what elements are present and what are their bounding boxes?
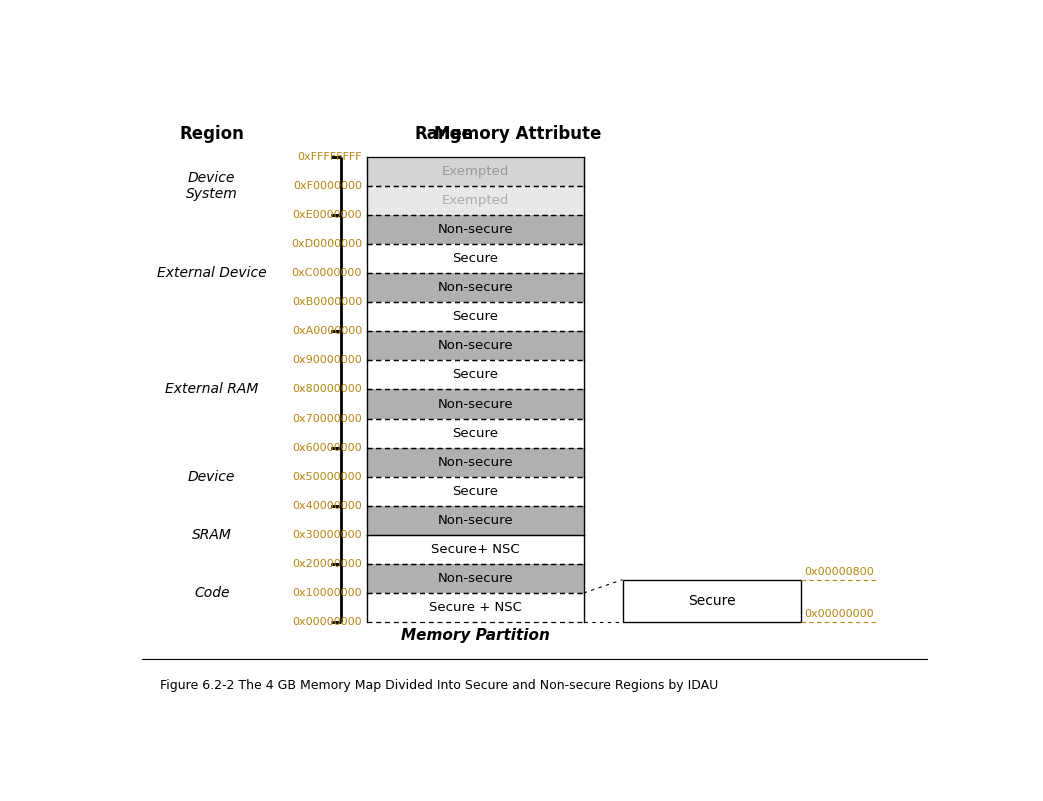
Text: Secure+ NSC: Secure+ NSC — [431, 543, 519, 556]
Text: 0x60000000: 0x60000000 — [292, 443, 362, 453]
Text: SRAM: SRAM — [192, 528, 232, 541]
Text: Secure + NSC: Secure + NSC — [429, 601, 522, 614]
Text: Device
System: Device System — [186, 171, 238, 201]
Text: 0x30000000: 0x30000000 — [292, 529, 362, 540]
Bar — [367, 535, 584, 564]
Bar — [367, 332, 584, 360]
Bar — [367, 157, 584, 186]
Text: Exempted: Exempted — [441, 165, 509, 178]
Text: Secure: Secure — [687, 594, 735, 608]
Text: Secure: Secure — [453, 485, 499, 497]
Text: 0x90000000: 0x90000000 — [292, 356, 362, 365]
Text: External RAM: External RAM — [165, 383, 259, 396]
Bar — [367, 302, 584, 332]
Text: 0xFFFFFFFF: 0xFFFFFFFF — [297, 152, 362, 162]
Bar — [367, 593, 584, 622]
Text: Memory Attribute: Memory Attribute — [434, 125, 602, 143]
Text: Region: Region — [179, 125, 244, 143]
Text: 0x00000800: 0x00000800 — [804, 566, 874, 577]
Text: Range: Range — [415, 125, 474, 143]
Text: 0x50000000: 0x50000000 — [292, 472, 362, 481]
Bar — [367, 360, 584, 389]
Text: 0x00000000: 0x00000000 — [804, 609, 874, 619]
Bar — [367, 389, 584, 419]
Bar — [367, 564, 584, 593]
Text: Secure: Secure — [453, 252, 499, 265]
Text: Code: Code — [194, 586, 229, 600]
Bar — [623, 580, 801, 622]
Bar — [367, 419, 584, 448]
Text: Non-secure: Non-secure — [437, 456, 513, 469]
Text: Non-secure: Non-secure — [437, 397, 513, 411]
Bar — [367, 215, 584, 244]
Text: Non-secure: Non-secure — [437, 340, 513, 352]
Text: Secure: Secure — [453, 368, 499, 381]
Bar — [367, 477, 584, 505]
Text: Secure: Secure — [453, 427, 499, 440]
Text: Secure: Secure — [453, 310, 499, 324]
Bar — [367, 505, 584, 535]
Text: Non-secure: Non-secure — [437, 281, 513, 294]
Text: 0xA0000000: 0xA0000000 — [292, 326, 362, 336]
Bar — [367, 244, 584, 273]
Text: Exempted: Exempted — [441, 194, 509, 207]
Text: External Device: External Device — [156, 266, 267, 280]
Text: 0xB0000000: 0xB0000000 — [292, 297, 362, 308]
Text: 0x20000000: 0x20000000 — [292, 559, 362, 569]
Text: Non-secure: Non-secure — [437, 572, 513, 585]
Bar — [367, 186, 584, 215]
Text: 0x00000000: 0x00000000 — [292, 617, 362, 627]
Bar — [367, 273, 584, 302]
Text: Non-secure: Non-secure — [437, 513, 513, 527]
Text: 0xE0000000: 0xE0000000 — [292, 210, 362, 220]
Text: 0x10000000: 0x10000000 — [292, 588, 362, 598]
Text: Memory Partition: Memory Partition — [401, 629, 550, 643]
Text: 0xD0000000: 0xD0000000 — [291, 239, 362, 249]
Bar — [367, 448, 584, 477]
Text: Figure 6.2-2 The 4 GB Memory Map Divided Into Secure and Non-secure Regions by I: Figure 6.2-2 The 4 GB Memory Map Divided… — [160, 679, 718, 692]
Text: 0x80000000: 0x80000000 — [292, 384, 362, 394]
Text: 0x70000000: 0x70000000 — [292, 413, 362, 424]
Text: 0xC0000000: 0xC0000000 — [292, 268, 362, 278]
Text: 0x40000000: 0x40000000 — [292, 501, 362, 511]
Text: Device: Device — [188, 469, 236, 484]
Text: 0xF0000000: 0xF0000000 — [293, 181, 362, 191]
Text: Non-secure: Non-secure — [437, 223, 513, 236]
